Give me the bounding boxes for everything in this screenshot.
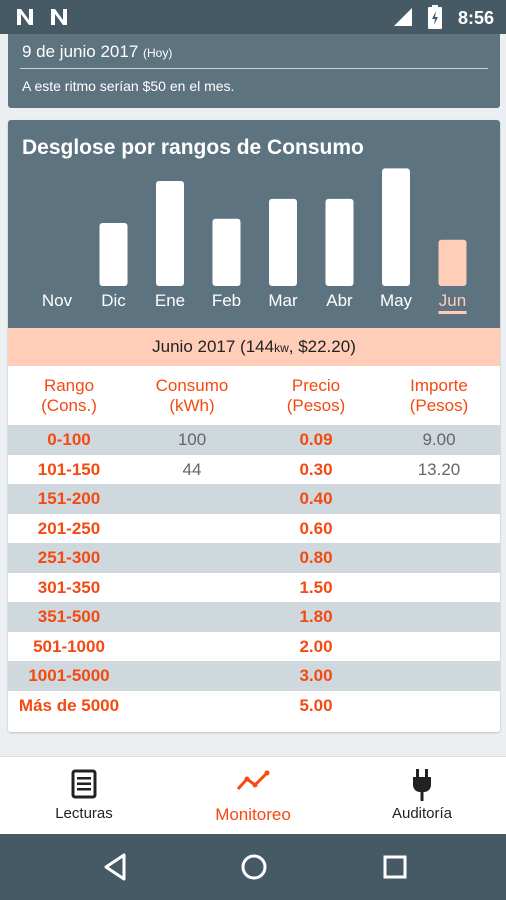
tick-label-ene[interactable]: Ene [155, 291, 185, 310]
header-consumo: Consumo (kWh) [155, 376, 229, 415]
cell-importe: 9.00 [422, 430, 456, 449]
bottom-navigation: Lecturas Monitoreo Auditoría [0, 756, 506, 835]
bar-mar[interactable] [269, 198, 297, 286]
cell-precio: 0.60 [299, 518, 333, 538]
cell-precio: 0.80 [299, 548, 333, 567]
table-row: 151-200 0.40 [8, 484, 500, 514]
cell-precio: 1.80 [299, 607, 333, 626]
system-navigation-bar [0, 834, 506, 900]
tick-label-feb[interactable]: Feb [212, 291, 241, 310]
nav-label: Lecturas [55, 805, 113, 822]
notification-icon [17, 9, 33, 25]
cell-precio: 3.00 [299, 666, 333, 685]
bar-chart: Nov Dic Ene Feb Mar Abr May Jun [42, 168, 467, 314]
table-row: 201-250 0.60 [8, 514, 500, 544]
bar-feb[interactable] [212, 218, 241, 286]
chart-title: Desglose por rangos de Consumo [22, 136, 364, 159]
cell-rango: 501-1000 [33, 636, 105, 656]
nav-label: Monitoreo [215, 805, 291, 824]
tick-label-mar[interactable]: Mar [268, 291, 298, 310]
cell-precio: 0.40 [299, 489, 333, 508]
cell-rango: Más de 5000 [18, 695, 120, 715]
cell-rango: 251-300 [37, 548, 101, 567]
cell-precio: 2.00 [299, 636, 333, 656]
month-summary-label: Junio 2017 (144 [152, 337, 275, 356]
table-row: 251-300 0.80 [8, 543, 500, 573]
plug-icon [413, 769, 431, 801]
rate-table: 0-100 100 0.09 9.00 101-150 44 0.30 13.20 151-20… [8, 425, 500, 720]
nav-auditoria[interactable]: Auditoría [338, 757, 506, 835]
table-row: 501-1000 2.00 [8, 632, 500, 662]
selected-month-summary: Junio 2017 (144kw, $22.20) [8, 328, 500, 366]
signal-icon [394, 8, 412, 26]
cell-rango: 1001-5000 [28, 666, 110, 685]
month-summary-amount: , $22.20) [288, 337, 356, 356]
cell-rango: 151-200 [37, 489, 101, 508]
divider [20, 68, 488, 69]
bar-jun[interactable] [438, 239, 467, 286]
status-bar: 8:56 [0, 0, 506, 34]
summary-card: 9 de junio 2017 (Hoy) A este ritmo sería… [8, 34, 500, 108]
date-suffix: (Hoy) [143, 46, 173, 60]
tick-label-may[interactable]: May [380, 291, 413, 310]
table-row: 101-150 44 0.30 13.20 [8, 455, 500, 485]
selected-month-underline [438, 311, 467, 314]
nav-monitoreo[interactable]: Monitoreo [168, 757, 338, 835]
cell-rango: 201-250 [37, 518, 101, 538]
clock: 8:56 [457, 8, 494, 28]
recents-icon[interactable] [382, 852, 408, 882]
nav-label: Auditoría [391, 805, 453, 822]
header-importe: Importe (Pesos) [409, 376, 469, 415]
cell-consumo: 100 [177, 430, 207, 449]
date-label: 9 de junio 2017 (Hoy) [22, 42, 173, 61]
table-row: 1001-5000 3.00 [8, 661, 500, 691]
table-header: Rango (Cons.) Consumo (kWh) Precio (Pesos) … [8, 366, 500, 424]
cell-rango: 351-500 [37, 607, 101, 626]
table-row: 351-500 1.80 [8, 602, 500, 632]
table-row: Más de 5000 5.00 [8, 691, 500, 721]
cell-rango: 301-350 [37, 577, 101, 597]
header-precio: Precio (Pesos) [286, 376, 346, 415]
back-icon[interactable] [102, 852, 128, 882]
tick-label-dic[interactable]: Dic [101, 291, 126, 310]
tick-label-abr[interactable]: Abr [326, 291, 353, 310]
consumption-chart: Desglose por rangos de Consumo Nov Dic Ene… [8, 120, 500, 328]
nav-lecturas[interactable]: Lecturas [0, 757, 168, 835]
month-summary-unit: kw [274, 341, 289, 355]
cell-precio: 0.30 [299, 459, 333, 479]
trend-icon [236, 770, 270, 791]
home-icon[interactable] [240, 852, 268, 882]
table-row: 301-350 1.50 [8, 573, 500, 603]
list-icon [71, 769, 97, 799]
cell-consumo: 44 [182, 459, 202, 479]
cell-importe: 13.20 [417, 459, 461, 479]
header-rango: Rango (Cons.) [41, 376, 97, 415]
cell-precio: 0.09 [299, 430, 333, 449]
bar-may[interactable] [382, 168, 410, 286]
notification-icon [51, 9, 67, 25]
tick-label-nov[interactable]: Nov [42, 291, 73, 310]
rhythm-text: A este ritmo serían $50 en el mes. [22, 78, 235, 94]
cell-rango: 0-100 [47, 430, 91, 449]
battery-icon [428, 5, 442, 29]
bar-abr[interactable] [325, 198, 354, 286]
cell-rango: 101-150 [37, 459, 101, 479]
cell-precio: 5.00 [299, 695, 333, 715]
bar-dic[interactable] [99, 223, 128, 286]
table-row: 0-100 100 0.09 9.00 [8, 425, 500, 455]
tick-label-jun[interactable]: Jun [439, 291, 466, 310]
breakdown-card: Desglose por rangos de Consumo Nov Dic Ene… [8, 120, 500, 732]
cell-precio: 1.50 [299, 577, 333, 597]
bar-ene[interactable] [156, 181, 184, 286]
